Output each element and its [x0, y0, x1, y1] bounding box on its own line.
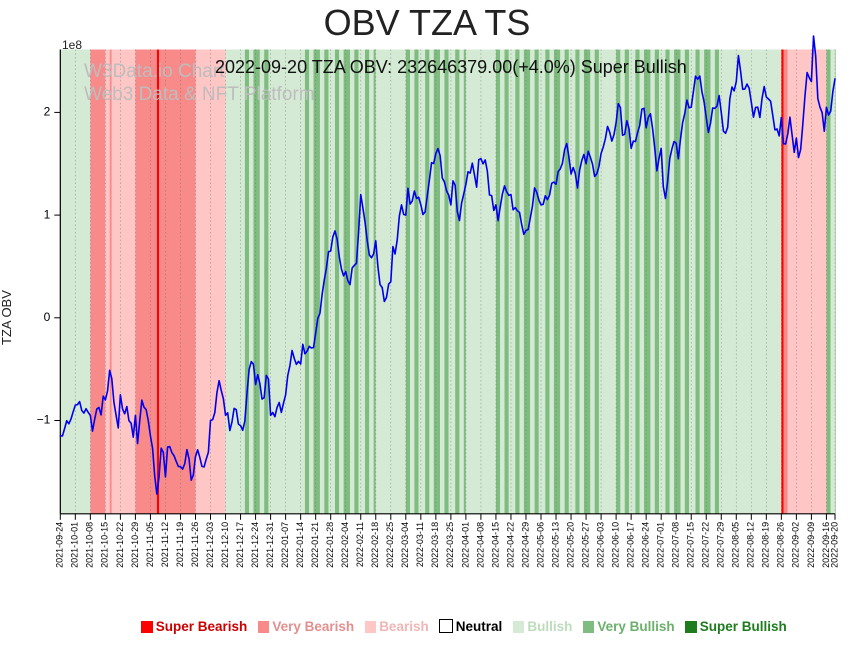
svg-text:2021-10-01: 2021-10-01: [70, 522, 80, 568]
svg-text:2021-11-19: 2021-11-19: [175, 522, 185, 567]
svg-text:2022-01-07: 2022-01-07: [280, 522, 290, 568]
svg-text:2022-03-18: 2022-03-18: [430, 522, 440, 568]
svg-text:2022-04-29: 2022-04-29: [520, 522, 530, 568]
svg-text:2: 2: [44, 105, 51, 119]
svg-text:2022-09-09: 2022-09-09: [806, 522, 816, 568]
svg-text:2022-01-14: 2022-01-14: [295, 522, 305, 568]
svg-text:2022-05-27: 2022-05-27: [580, 522, 590, 568]
svg-text:2021-10-29: 2021-10-29: [130, 522, 140, 568]
svg-text:2021-10-15: 2021-10-15: [100, 522, 110, 568]
svg-text:2022-08-12: 2022-08-12: [746, 522, 756, 568]
svg-text:2021-11-26: 2021-11-26: [190, 522, 200, 567]
svg-text:2021-12-10: 2021-12-10: [220, 522, 230, 568]
svg-text:2021-11-12: 2021-11-12: [160, 522, 170, 567]
svg-text:2021-10-08: 2021-10-08: [85, 522, 95, 568]
svg-text:2022-08-26: 2022-08-26: [776, 522, 786, 568]
svg-text:2022-01-28: 2022-01-28: [325, 522, 335, 568]
svg-text:2022-07-29: 2022-07-29: [716, 522, 726, 568]
svg-text:2022-02-25: 2022-02-25: [385, 522, 395, 568]
svg-text:2022-06-17: 2022-06-17: [626, 522, 636, 568]
svg-text:2021-09-24: 2021-09-24: [55, 522, 65, 568]
svg-text:2022-04-01: 2022-04-01: [460, 522, 470, 568]
svg-text:2022-04-22: 2022-04-22: [505, 522, 515, 568]
svg-text:2022-02-18: 2022-02-18: [370, 522, 380, 568]
svg-text:2021-12-24: 2021-12-24: [250, 522, 260, 568]
svg-text:2022-07-01: 2022-07-01: [656, 522, 666, 568]
svg-text:2022-08-19: 2022-08-19: [761, 522, 771, 568]
svg-text:2022-06-24: 2022-06-24: [641, 522, 651, 568]
svg-text:1: 1: [44, 207, 51, 221]
svg-text:2022-05-13: 2022-05-13: [550, 522, 560, 568]
svg-text:2022-03-11: 2022-03-11: [415, 522, 425, 567]
svg-text:2022-03-25: 2022-03-25: [445, 522, 455, 568]
svg-text:2022-06-10: 2022-06-10: [610, 522, 620, 568]
svg-text:2022-06-03: 2022-06-03: [595, 522, 605, 568]
svg-text:2022-04-08: 2022-04-08: [475, 522, 485, 568]
svg-text:2022-03-04: 2022-03-04: [400, 522, 410, 568]
svg-text:2022-07-08: 2022-07-08: [671, 522, 681, 568]
svg-text:2022-04-15: 2022-04-15: [490, 522, 500, 568]
svg-text:2022-09-20: 2022-09-20: [829, 522, 839, 568]
svg-text:0: 0: [44, 310, 51, 324]
svg-text:2022-07-22: 2022-07-22: [701, 522, 711, 568]
svg-text:2022-08-05: 2022-08-05: [731, 522, 741, 568]
svg-text:2022-02-04: 2022-02-04: [340, 522, 350, 568]
svg-text:2021-12-31: 2021-12-31: [265, 522, 275, 568]
svg-text:2021-11-05: 2021-11-05: [145, 522, 155, 567]
svg-text:2022-02-11: 2022-02-11: [355, 522, 365, 567]
svg-text:2021-10-22: 2021-10-22: [115, 522, 125, 568]
svg-text:2021-12-17: 2021-12-17: [235, 522, 245, 568]
svg-text:2022-09-02: 2022-09-02: [791, 522, 801, 568]
svg-text:2022-05-20: 2022-05-20: [565, 522, 575, 568]
svg-text:−1: −1: [37, 413, 51, 427]
svg-text:2022-01-21: 2022-01-21: [310, 522, 320, 568]
svg-text:2021-12-03: 2021-12-03: [205, 522, 215, 568]
svg-text:2022-05-06: 2022-05-06: [535, 522, 545, 568]
svg-text:2022-07-15: 2022-07-15: [686, 522, 696, 568]
